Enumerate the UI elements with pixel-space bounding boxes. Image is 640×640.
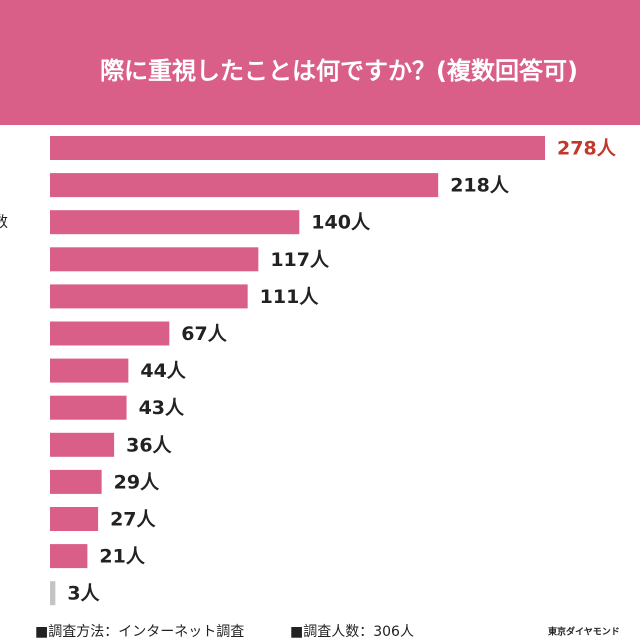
value-label: 111人 [260, 286, 320, 308]
bar [50, 432, 115, 457]
footer-method: ■調査方法：インターネット調査 [35, 624, 244, 640]
value-label: 44人 [140, 360, 186, 382]
value-label: 67人 [181, 323, 227, 345]
footer-count: ■調査人数：306人 [290, 624, 414, 640]
bar [50, 210, 300, 235]
bar [50, 507, 99, 531]
value-label: 27人 [110, 509, 156, 531]
value-label: 36人 [126, 434, 172, 456]
category-label: 数 [0, 213, 8, 231]
value-label: 21人 [99, 546, 145, 568]
value-label: 117人 [270, 249, 330, 271]
bar [50, 284, 248, 309]
bar [50, 358, 129, 383]
value-label: 43人 [139, 397, 185, 419]
footer-source: 東京ダイヤモンド [548, 626, 620, 638]
value-label: 278人 [557, 138, 617, 160]
bar [50, 321, 170, 346]
value-label: 3人 [67, 583, 100, 605]
bar [50, 173, 439, 198]
value-label: 140人 [311, 212, 371, 234]
bar [50, 247, 259, 272]
bar [50, 136, 546, 160]
bar [50, 544, 88, 569]
header-band [0, 0, 640, 125]
value-label: 29人 [114, 471, 160, 493]
bar [50, 581, 56, 606]
chart-title: 際に重視したことは何ですか？(複数回答可) [100, 57, 578, 85]
bar [50, 395, 127, 420]
value-label: 218人 [450, 175, 510, 197]
bar [50, 469, 102, 494]
